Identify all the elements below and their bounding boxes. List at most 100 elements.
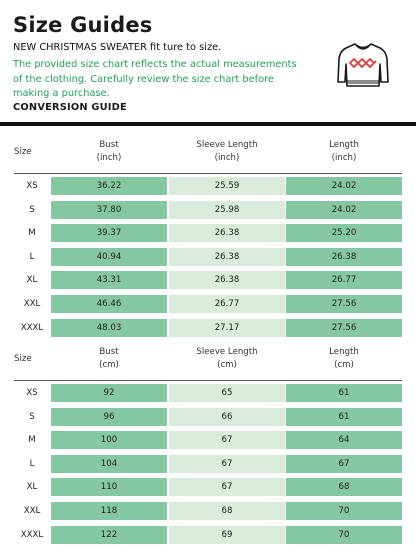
measure-cell: 27.56 [286,318,402,337]
inch-table-header: Size Bust (inch) Sleeve Length (inch) Length (… [0,132,416,172]
column-header-line: Length [329,347,359,357]
measure-cell: 25.59 [169,177,285,195]
measure-cell: 67 [169,454,285,473]
table-row: S 96 66 61 [0,407,416,426]
column-header: Sleeve Length (inch) [169,132,285,172]
column-header-line: (inch) [96,153,122,163]
size-label: L [29,251,35,262]
header-divider [0,122,416,126]
column-header: Sleeve Length (cm) [169,339,285,379]
column-header: Size [14,339,50,379]
size-label: L [29,458,35,469]
column-header-line: Size [14,146,32,157]
column-header-line: Size [14,353,32,364]
measure-cell: 39.37 [51,224,167,243]
measure-cell: 27.56 [286,295,402,313]
size-label: XS [26,388,38,398]
measure-cell: 46.46 [51,295,167,313]
measure-cell: 92 [51,384,167,402]
measure-cell: 69 [169,525,285,544]
measure-cell: 122 [51,525,167,544]
size-label: XS [26,181,38,191]
size-label: XXL [23,506,41,516]
table-row: XS 92 65 61 [0,384,416,402]
measure-cell: 26.77 [169,295,285,313]
column-header: Size [14,132,50,172]
measure-cell: 25.20 [286,224,402,243]
size-label: XXL [23,299,41,309]
measure-cell: 26.38 [169,247,285,266]
size-label: XXXL [20,529,44,540]
size-label: XL [26,482,38,493]
table-row: XXXL 48.03 27.17 27.56 [0,318,416,337]
product-subtitle: NEW CHRISTMAS SWEATER fit ture to size. [13,42,222,53]
measure-cell: 26.77 [286,271,402,290]
conversion-guide-label: CONVERSION GUIDE [13,102,127,113]
column-header-line: Sleeve Length [196,140,258,150]
size-label: S [29,204,35,215]
measure-cell: 40.94 [51,247,167,266]
measure-cell: 61 [286,384,402,402]
measure-cell: 104 [51,454,167,473]
column-header: Bust (inch) [51,132,167,172]
measure-cell: 68 [169,502,285,520]
cm-table-header: Size Bust (cm) Sleeve Length (cm) Length (cm) [0,339,416,379]
measure-cell: 24.02 [286,177,402,195]
table-row: XXXL 122 69 70 [0,525,416,544]
measure-cell: 100 [51,431,167,450]
column-header-line: (inch) [214,153,240,163]
measure-cell: 67 [169,431,285,450]
measure-cell: 66 [169,407,285,426]
table-row: M 39.37 26.38 25.20 [0,224,416,243]
column-header-line: (cm) [99,360,119,370]
column-header-line: (inch) [331,153,357,163]
size-label: M [28,228,36,239]
measure-cell: 37.80 [51,200,167,219]
table-row: XL 110 67 68 [0,478,416,497]
christmas-sweater-icon [337,43,389,87]
measure-cell: 67 [286,454,402,473]
measure-cell: 65 [169,384,285,402]
header-rule [14,173,402,174]
table-row: M 100 67 64 [0,431,416,450]
page-title: Size Guides [13,13,153,37]
measure-cell: 118 [51,502,167,520]
size-label: XL [26,275,38,286]
column-header: Bust (cm) [51,339,167,379]
column-header-line: Bust [99,347,119,357]
column-header-line: Sleeve Length [196,347,258,357]
measure-cell: 61 [286,407,402,426]
column-header: Length (cm) [286,339,402,379]
table-row: XXL 118 68 70 [0,502,416,520]
measure-cell: 48.03 [51,318,167,337]
measure-cell: 27.17 [169,318,285,337]
measure-cell: 26.38 [169,271,285,290]
table-row: S 37.80 25.98 24.02 [0,200,416,219]
column-header-line: Length [329,140,359,150]
column-header-line: (cm) [217,360,237,370]
measure-cell: 64 [286,431,402,450]
measure-cell: 70 [286,525,402,544]
measure-cell: 36.22 [51,177,167,195]
measure-cell: 110 [51,478,167,497]
measure-cell: 68 [286,478,402,497]
measure-cell: 67 [169,478,285,497]
size-label: M [28,435,36,446]
description-text: The provided size chart reflects the act… [13,59,297,100]
table-row: L 104 67 67 [0,454,416,473]
size-label: S [29,411,35,422]
table-row: XL 43.31 26.38 26.77 [0,271,416,290]
table-row: XS 36.22 25.59 24.02 [0,177,416,195]
table-row: XXL 46.46 26.77 27.56 [0,295,416,313]
column-header-line: (cm) [334,360,354,370]
header-rule [14,380,402,381]
measure-cell: 24.02 [286,200,402,219]
measure-cell: 43.31 [51,271,167,290]
measure-cell: 26.38 [286,247,402,266]
measure-cell: 70 [286,502,402,520]
measure-cell: 26.38 [169,224,285,243]
table-row: L 40.94 26.38 26.38 [0,247,416,266]
column-header-line: Bust [99,140,119,150]
measure-cell: 96 [51,407,167,426]
size-label: XXXL [20,322,44,333]
